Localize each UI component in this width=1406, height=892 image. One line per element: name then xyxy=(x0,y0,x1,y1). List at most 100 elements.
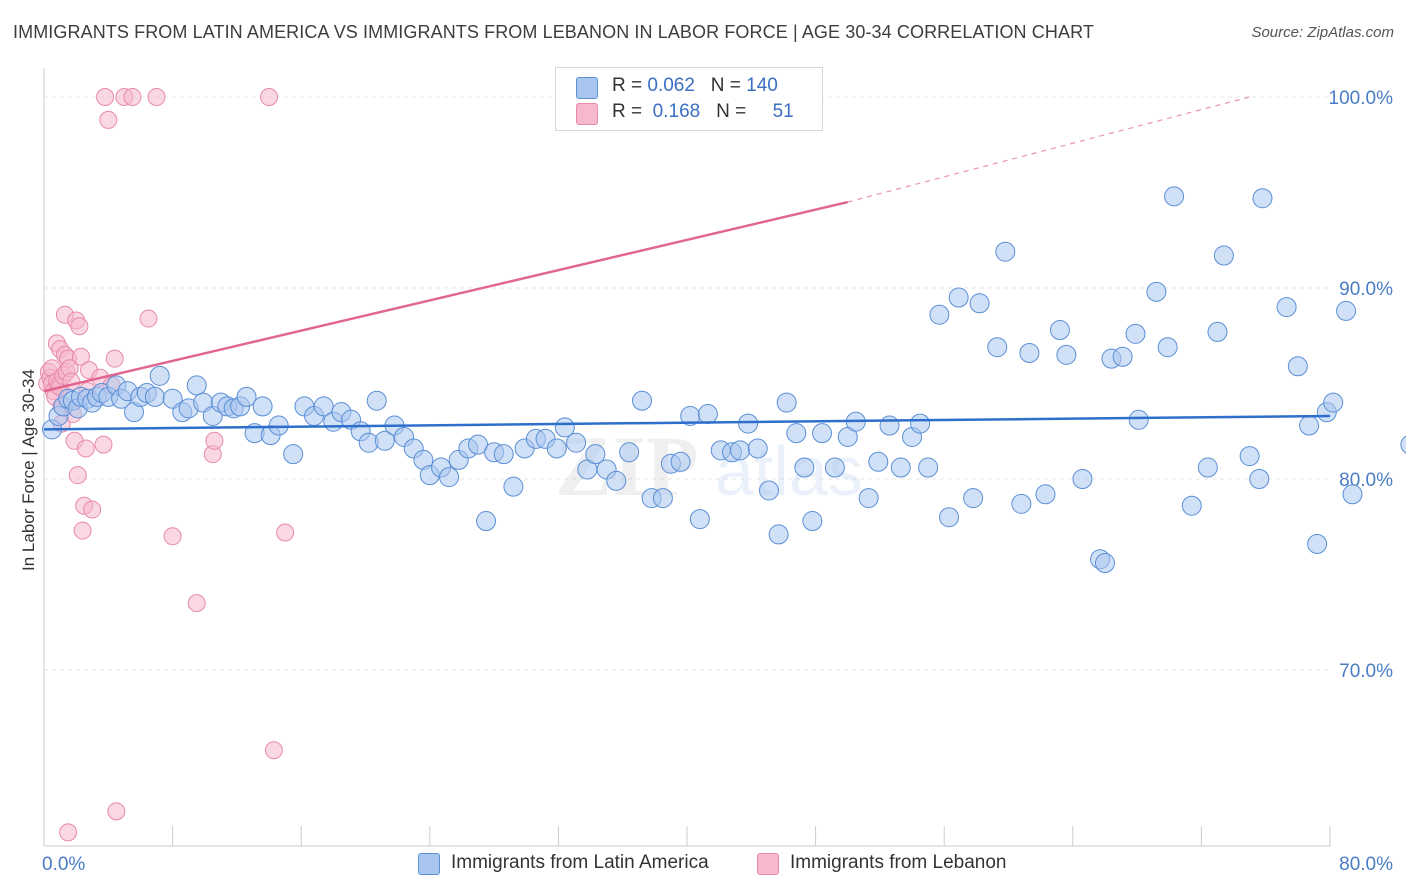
lebanon-point xyxy=(187,594,206,613)
latin-america-point xyxy=(768,524,789,545)
latin-america-point xyxy=(1072,469,1093,489)
lebanon-point xyxy=(205,431,224,450)
latin-america-point xyxy=(786,423,807,444)
latin-america-point xyxy=(987,337,1008,358)
lebanon-trend-line xyxy=(43,200,849,393)
latin-america-point xyxy=(1011,493,1032,514)
latin-america-point xyxy=(1049,320,1070,341)
latin-america-point xyxy=(738,413,759,434)
blue-n-label: N = xyxy=(710,75,741,96)
latin-america-point xyxy=(1249,469,1270,489)
latin-america-trend-line xyxy=(43,414,1331,431)
latin-america-point xyxy=(1336,300,1357,321)
latin-america-point xyxy=(1299,415,1320,436)
lebanon-point xyxy=(71,347,90,366)
latin-america-point xyxy=(858,488,879,509)
lebanon-point xyxy=(139,309,158,328)
latin-america-point xyxy=(910,413,931,434)
lebanon-point xyxy=(147,88,166,106)
latin-america-point xyxy=(1323,392,1344,413)
pink-n-value: 51 xyxy=(772,101,794,122)
legend-swatch-pink xyxy=(757,853,779,875)
tick-labels: 70.0%80.0%90.0%100.0%0.0% 80.0% xyxy=(42,88,1393,875)
latin-america-point xyxy=(948,287,969,308)
y-tick-label: 70.0% xyxy=(1339,661,1393,682)
latin-america-point xyxy=(918,457,939,478)
latin-america-point xyxy=(144,386,165,407)
latin-america-point xyxy=(1094,553,1115,574)
latin-america-point xyxy=(585,444,606,465)
latin-america-point xyxy=(730,440,751,461)
x-tick-label: 80.0% xyxy=(1339,854,1393,875)
lebanon-point xyxy=(96,88,115,106)
lebanon-trend-extension xyxy=(847,96,1250,203)
y-tick-label: 90.0% xyxy=(1339,279,1393,300)
latin-america-point xyxy=(1307,533,1328,554)
latin-america-point xyxy=(1157,337,1178,358)
latin-america-point xyxy=(1035,484,1056,505)
latin-america-point xyxy=(268,415,289,436)
lebanon-point xyxy=(68,466,87,485)
latin-america-points xyxy=(42,186,1406,574)
latin-america-point xyxy=(1125,323,1146,344)
blue-n-value: 140 xyxy=(746,75,778,96)
latin-america-point xyxy=(879,415,900,436)
legend-label-lebanon: Immigrants from Lebanon xyxy=(790,852,1007,873)
latin-america-point xyxy=(1276,297,1297,318)
latin-america-point xyxy=(963,488,984,509)
lebanon-point xyxy=(73,521,92,540)
latin-america-point xyxy=(1056,344,1077,365)
latin-america-point xyxy=(1400,435,1406,454)
lebanon-point xyxy=(70,317,89,336)
latin-america-point xyxy=(1164,186,1185,207)
latin-america-point xyxy=(1112,346,1133,367)
lebanon-point xyxy=(83,500,102,519)
latin-america-point xyxy=(476,511,497,532)
x-tick-label: 0.0% xyxy=(42,854,85,875)
latin-america-point xyxy=(468,434,489,455)
lebanon-point xyxy=(99,110,118,129)
latin-america-point xyxy=(689,509,710,530)
latin-america-point xyxy=(566,432,587,453)
latin-america-point xyxy=(868,451,889,472)
lebanon-point xyxy=(62,372,81,391)
chart-title: IMMIGRANTS FROM LATIN AMERICA VS IMMIGRA… xyxy=(13,22,1094,42)
latin-america-point xyxy=(652,488,673,509)
latin-america-point xyxy=(149,365,170,386)
latin-america-point xyxy=(619,442,640,463)
lebanon-points xyxy=(38,88,295,842)
lebanon-point xyxy=(163,527,182,546)
latin-america-point xyxy=(794,457,815,478)
latin-america-point xyxy=(283,444,304,465)
latin-america-point xyxy=(1342,484,1363,505)
latin-america-point xyxy=(939,507,960,528)
latin-america-point xyxy=(503,476,524,497)
legend-swatch-blue xyxy=(418,853,440,875)
grid-lines xyxy=(44,96,1330,671)
latin-america-point xyxy=(776,392,797,413)
latin-america-point xyxy=(670,451,691,472)
latin-america-point xyxy=(1213,245,1234,266)
latin-america-point xyxy=(236,386,257,407)
latin-america-point xyxy=(812,423,833,444)
latin-america-point xyxy=(1146,281,1167,302)
lebanon-point xyxy=(260,88,279,106)
lebanon-point xyxy=(76,439,95,458)
lebanon-point xyxy=(264,741,283,760)
source-label: Source: ZipAtlas.com xyxy=(1251,24,1394,41)
pink-r-value: 0.168 xyxy=(652,101,701,122)
latin-america-point xyxy=(969,293,990,314)
latin-america-point xyxy=(546,438,567,459)
pink-swatch xyxy=(576,103,598,125)
lebanon-point xyxy=(107,802,126,821)
latin-america-point xyxy=(493,444,514,465)
latin-america-point xyxy=(890,457,911,478)
latin-america-point xyxy=(439,467,460,488)
latin-america-point xyxy=(252,396,273,417)
lebanon-point xyxy=(123,88,142,106)
latin-america-point xyxy=(1207,321,1228,342)
pink-r-label: R = xyxy=(612,101,643,122)
blue-r-value: 0.062 xyxy=(647,75,695,96)
blue-r-label: R = xyxy=(612,75,643,96)
